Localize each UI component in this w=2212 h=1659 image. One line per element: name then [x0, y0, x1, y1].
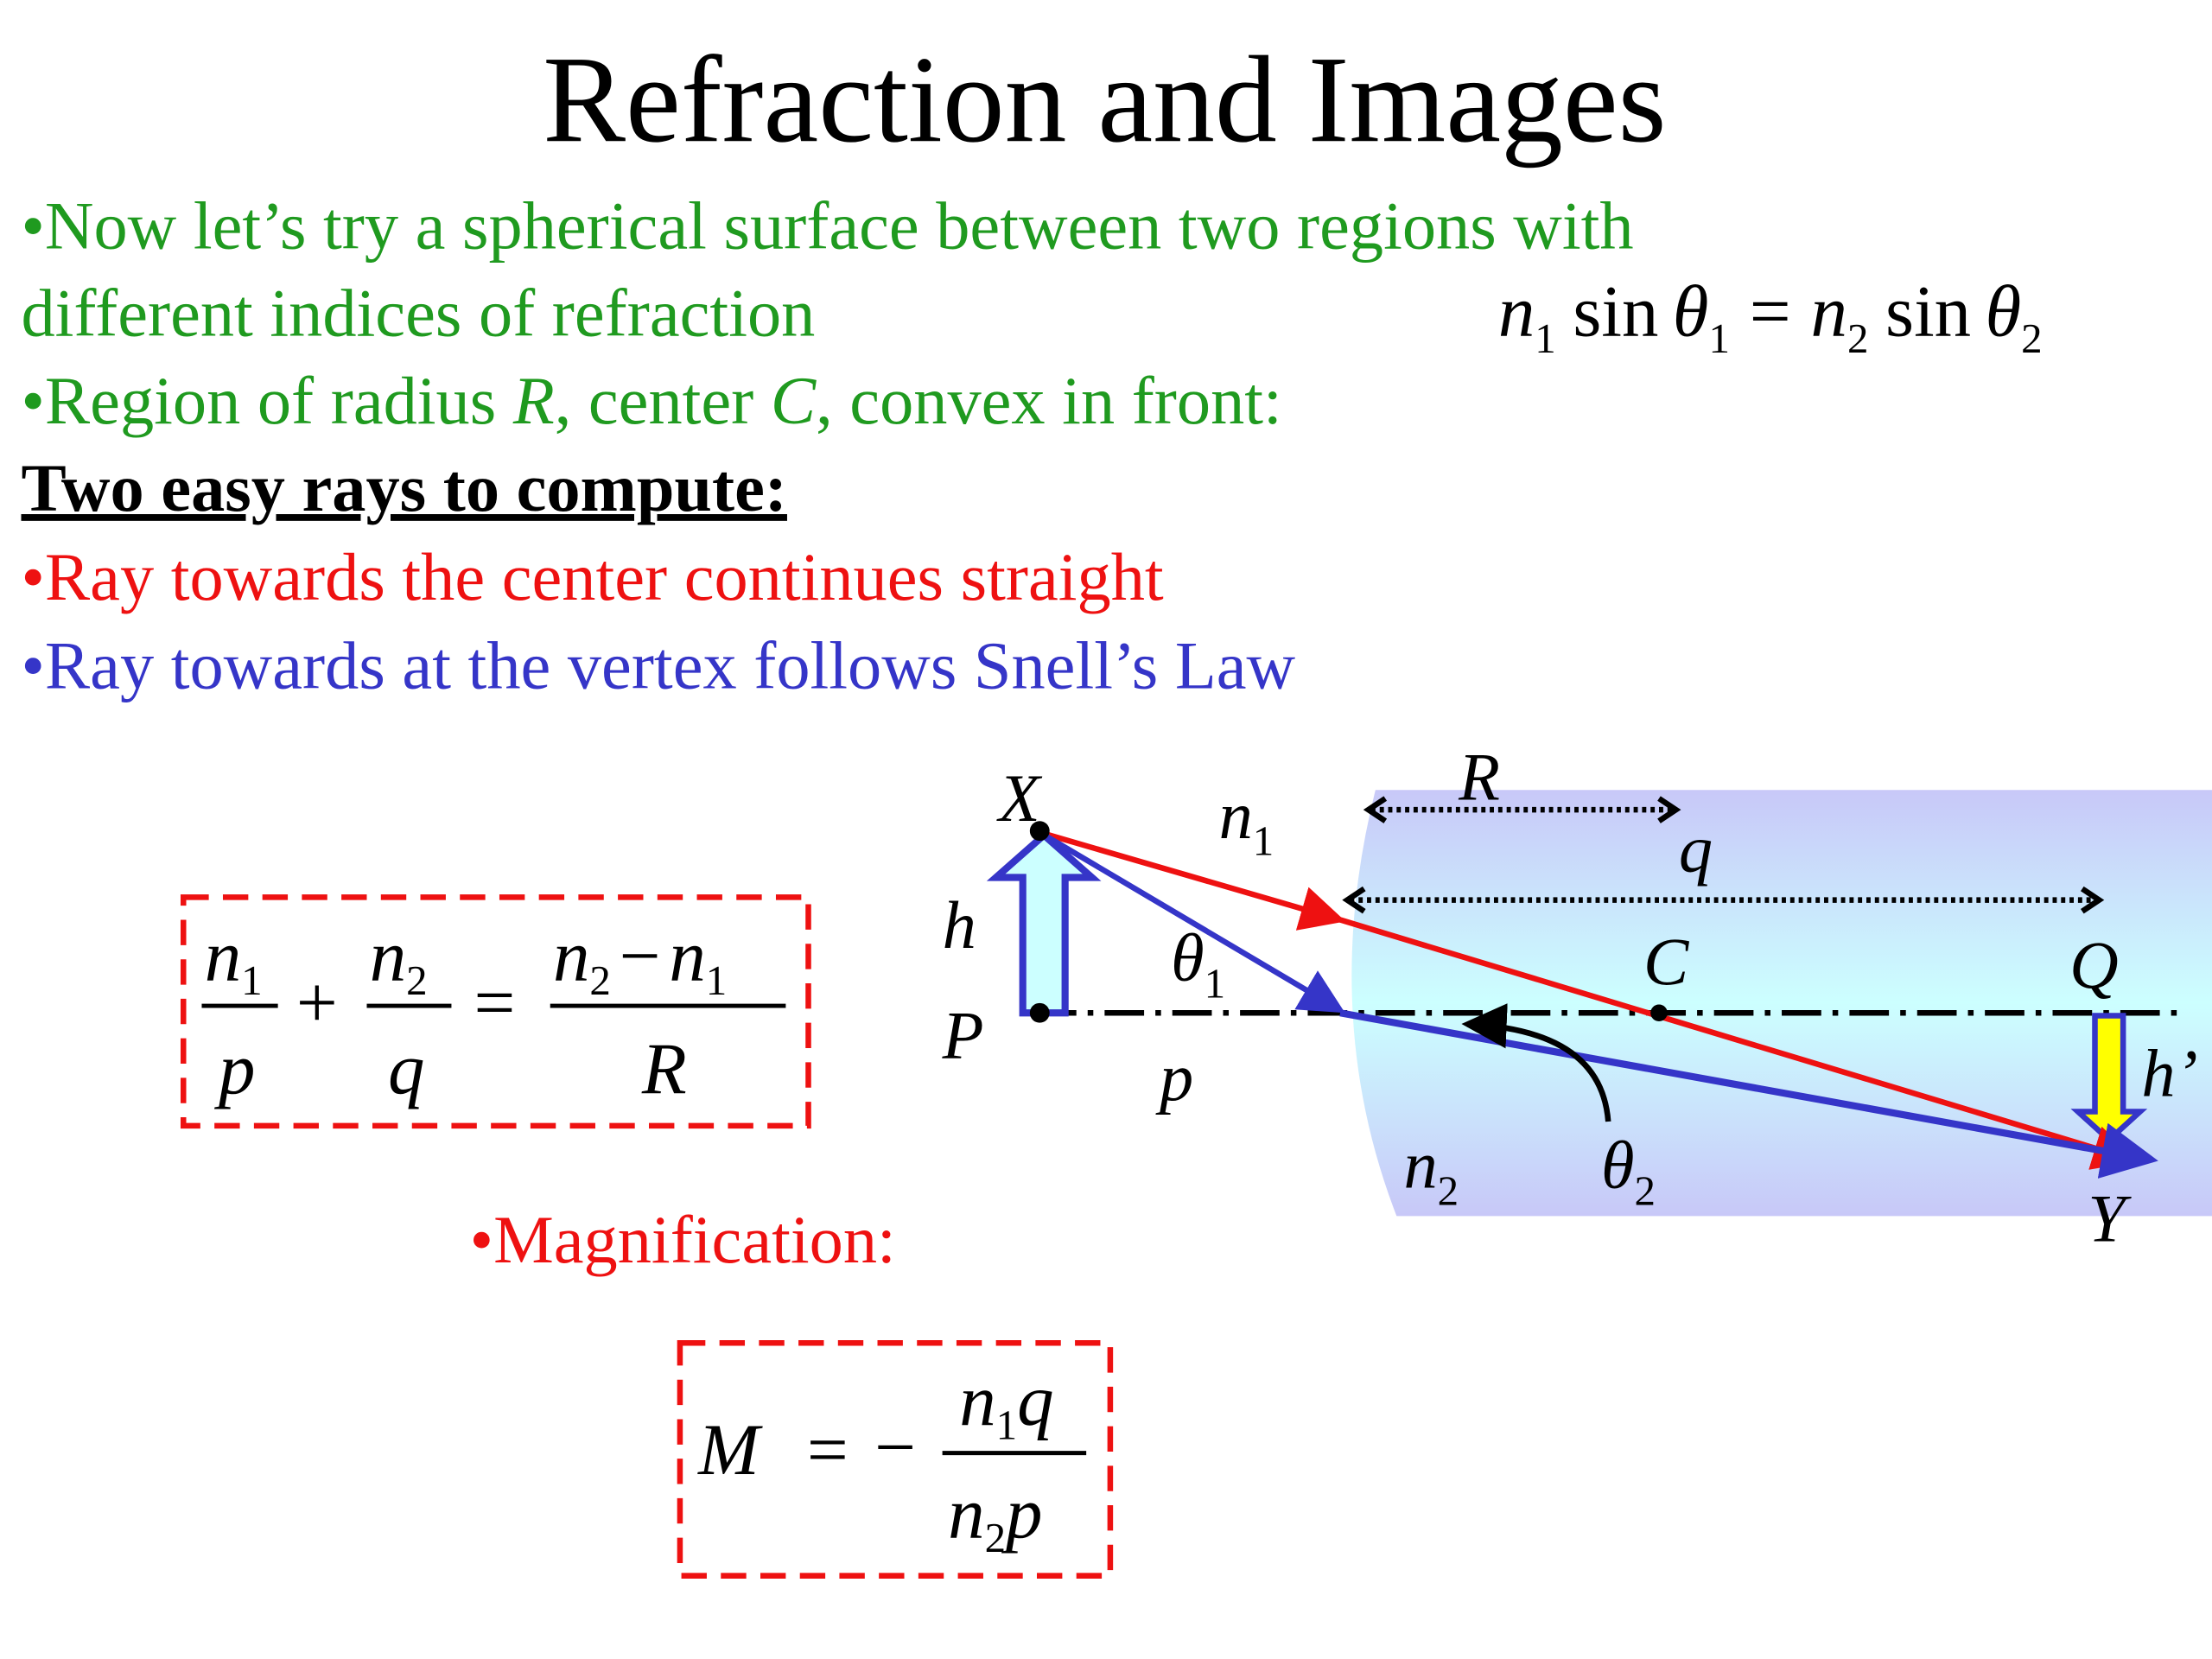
label-c: C: [1643, 925, 1689, 1000]
label-theta2: θ2: [1601, 1128, 1656, 1215]
magnification-formula-box: M = − n1q n2p: [677, 1340, 1114, 1579]
svg-text:n1: n1: [205, 916, 263, 1004]
label-q-point: Q: [2069, 927, 2119, 1002]
label-n1: n1: [1219, 778, 1274, 865]
refraction-formula-box: n1 p + n2 q = n2− n1 R: [180, 894, 811, 1129]
red-ray-incident: [1039, 830, 1346, 931]
snell-law-equation: n1 sin θ1 = n2 sin θ2: [1498, 271, 2043, 363]
theta2-pointer-arrow: [1461, 1003, 1611, 1122]
label-n2: n2: [1403, 1128, 1459, 1215]
point-c-dot: [1650, 1004, 1668, 1022]
svg-text:n2p: n2p: [948, 1473, 1042, 1561]
label-theta1: θ1: [1171, 920, 1225, 1007]
bullet-blue-ray: •Ray towards at the vertex follows Snell…: [21, 628, 1295, 703]
point-x-dot: [1029, 821, 1050, 842]
object-arrow: [986, 830, 1102, 1017]
point-p-dot: [1029, 1002, 1050, 1023]
second-medium-region: [1351, 790, 2212, 1217]
bullet-red-ray: •Ray towards the center continues straig…: [21, 539, 1163, 614]
label-p-distance: p: [1155, 1039, 1193, 1115]
red-ray-transmitted: [1339, 917, 2139, 1170]
svg-text:=: =: [807, 1409, 849, 1491]
page-title: Refraction and Images: [543, 31, 1666, 168]
blue-ray-incident: [1038, 830, 1345, 1014]
section-heading: Two easy rays to compute:: [21, 450, 786, 525]
svg-text:n2−n1: n2− n1: [553, 916, 727, 1004]
label-x: X: [996, 760, 1043, 836]
label-h: h: [943, 887, 976, 963]
svg-text:n1q: n1q: [959, 1360, 1053, 1448]
label-y: Y: [2088, 1181, 2132, 1256]
bullet-spherical-surface: •Now let’s try a spherical surface betwe…: [21, 188, 1633, 263]
svg-text:+: +: [296, 963, 338, 1044]
label-p-point: P: [942, 997, 984, 1072]
bullet-spherical-surface-cont: different indices of refraction: [21, 276, 815, 351]
svg-text:p: p: [214, 1028, 255, 1109]
label-radius: R: [1458, 740, 1500, 815]
svg-text:−: −: [874, 1407, 916, 1488]
svg-text:M: M: [697, 1409, 763, 1491]
svg-text:n2: n2: [370, 916, 428, 1004]
bullet-magnification: •Magnification:: [470, 1202, 896, 1277]
label-q: q: [1679, 811, 1713, 887]
refraction-diagram: X n1 R q h θ1 C Q P p h’ n2 θ2 Y: [942, 740, 2212, 1256]
svg-text:=: =: [474, 963, 516, 1044]
bullet-region: •Region of radius R, center C, convex in…: [21, 363, 1281, 438]
svg-text:q: q: [388, 1028, 424, 1109]
svg-text:R: R: [641, 1028, 687, 1109]
label-h-prime: h’: [2141, 1036, 2197, 1111]
